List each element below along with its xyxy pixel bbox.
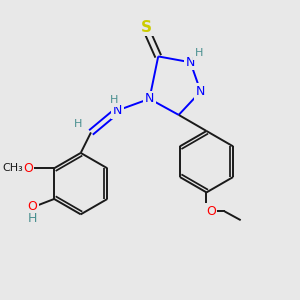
Text: O: O — [27, 200, 37, 213]
Text: O: O — [23, 162, 33, 175]
Text: CH₃: CH₃ — [2, 163, 23, 173]
Text: N: N — [112, 104, 122, 117]
Text: H: H — [28, 212, 37, 225]
Text: N: N — [186, 56, 195, 69]
Text: H: H — [194, 48, 203, 58]
Text: N: N — [145, 92, 154, 105]
Text: H: H — [110, 95, 118, 105]
Text: O: O — [206, 205, 216, 218]
Text: N: N — [196, 85, 205, 98]
Text: S: S — [141, 20, 152, 35]
Text: H: H — [74, 119, 82, 129]
